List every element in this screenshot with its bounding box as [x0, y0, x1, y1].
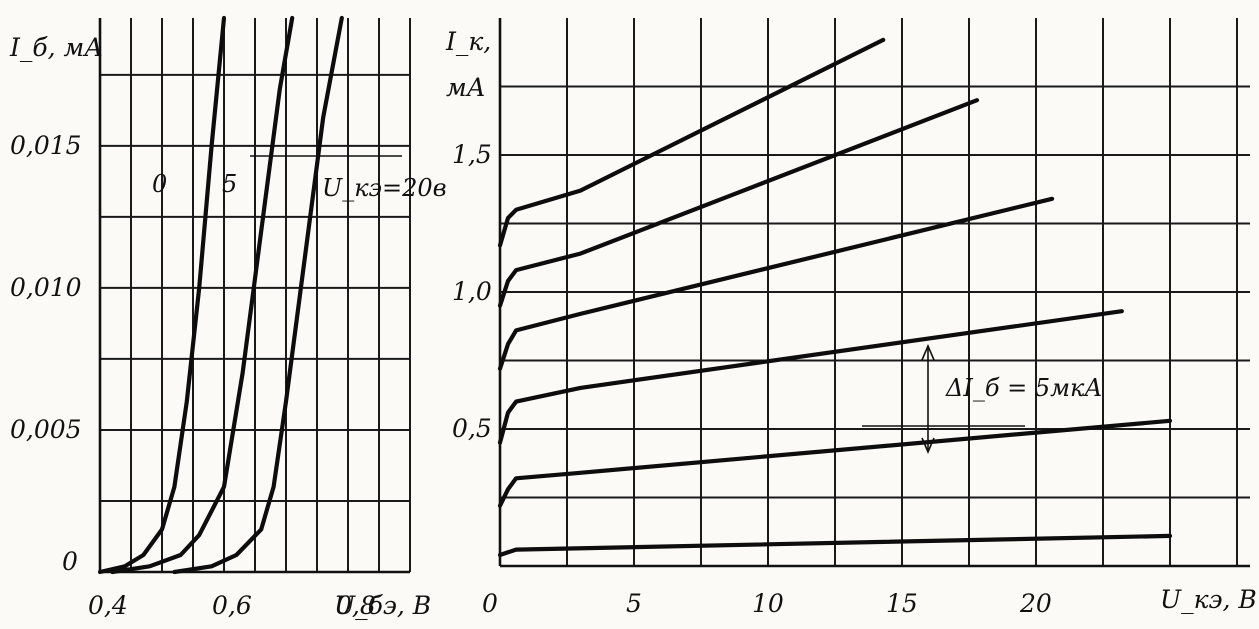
right-curve-5: [497, 37, 886, 248]
left-x-label: U_бэ, В: [334, 591, 431, 620]
left-axes: [98, 18, 410, 574]
left-y-tick-2: 0,010: [10, 273, 82, 302]
left-grid: [100, 18, 411, 572]
left-curves: [97, 15, 344, 575]
right-y-tick-1: 1,0: [452, 277, 492, 306]
right-curve-3: [497, 196, 1055, 371]
right-y-label-line2: мА: [446, 73, 486, 102]
input-characteristics-chart: 0 0,005 0,010 0,015 0,4 0,6 0,8 I_б, мА U_бэ,…: [9, 15, 447, 620]
right-curve-4: [497, 98, 980, 308]
delta-ib-label: ΔI_б = 5мкА: [945, 374, 1103, 402]
left-x-tick-0: 0,4: [88, 591, 128, 620]
left-x-tick-labels: 0,4 0,6 0,8: [88, 591, 376, 620]
left-y-tick-labels: 0 0,005 0,010 0,015: [10, 131, 82, 576]
right-y-tick-0: 0,5: [452, 414, 492, 443]
right-curve-2: [497, 309, 1124, 445]
left-y-tick-1: 0,005: [10, 415, 82, 444]
curve-label-5: 5: [222, 170, 237, 198]
right-y-tick-labels: 0,5 1,0 1,5: [452, 140, 492, 443]
right-x-tick-labels: 0 5 10 15 20: [482, 589, 1052, 618]
right-curve-0: [497, 533, 1173, 558]
right-y-tick-2: 1,5: [452, 140, 492, 169]
right-x-tick-1: 5: [626, 589, 642, 618]
left-y-label: I_б, мА: [9, 33, 103, 62]
left-curve-1: [110, 15, 295, 575]
right-y-label-line1: I_к,: [445, 27, 491, 56]
left-y-tick-3: 0,015: [10, 131, 82, 160]
left-x-tick-1: 0,6: [212, 591, 252, 620]
delta-ib-annotation: ΔI_б = 5мкА: [862, 343, 1103, 455]
right-x-tick-4: 20: [1019, 589, 1052, 618]
right-curve-1: [497, 418, 1173, 508]
output-characteristics-chart: 0,5 1,0 1,5 0 5 10 15 20 I_к, мА U_кэ, В ΔI_б …: [445, 18, 1257, 618]
left-x-tick-2: 0,8: [336, 591, 376, 620]
right-x-label: U_кэ, В: [1160, 585, 1257, 614]
curve-label-20: U_кэ=20в: [322, 174, 447, 202]
right-axes: [498, 18, 1250, 568]
right-x-tick-0: 0: [482, 589, 498, 618]
right-x-tick-3: 15: [886, 589, 918, 618]
delta-ib-arrow-up: [921, 343, 935, 361]
right-grid: [500, 18, 1250, 566]
left-curve-0: [97, 15, 227, 575]
right-x-tick-2: 10: [752, 589, 784, 618]
curve-label-0: 0: [152, 170, 167, 198]
left-y-tick-0: 0: [62, 547, 78, 576]
delta-ib-arrow-down: [921, 437, 935, 455]
left-curve-2: [172, 15, 344, 575]
right-curves: [497, 37, 1173, 558]
